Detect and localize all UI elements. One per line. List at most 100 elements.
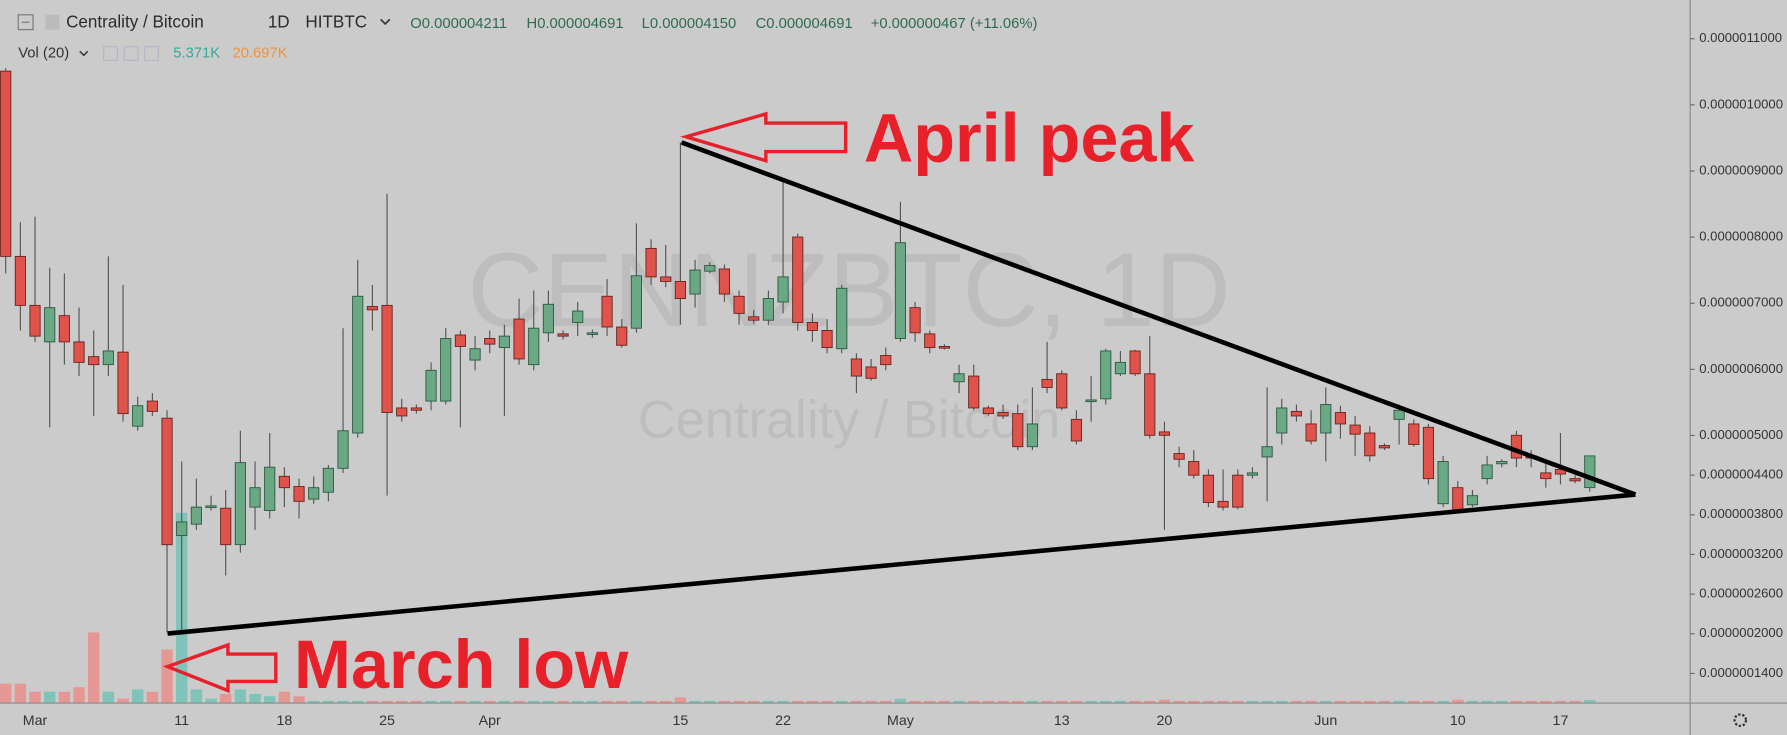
candle-body [821, 329, 833, 349]
candle-body [1437, 461, 1449, 505]
candle-body [1408, 423, 1420, 445]
volume-bar [718, 700, 731, 704]
candle-body [1378, 445, 1391, 449]
candle-body [601, 295, 613, 328]
volume-bar [117, 698, 129, 704]
x-tick-label: 10 [1450, 713, 1466, 729]
symbol[interactable]: Centrality / Bitcoin [66, 12, 204, 31]
volume-bar [733, 700, 745, 704]
volume-bar [938, 700, 951, 704]
candle-body [1466, 495, 1479, 506]
volume-bar [1173, 700, 1185, 704]
candle-body [73, 341, 85, 363]
y-tick-label: 0.0000003800 [1699, 506, 1783, 521]
x-tick-label: Jun [1314, 713, 1337, 729]
volume-bar [410, 700, 423, 704]
volume-bar [1041, 700, 1053, 704]
dropdown-icon[interactable] [380, 18, 391, 26]
volume-bar [953, 700, 965, 704]
candle-body [865, 366, 877, 379]
volume-bar [660, 700, 672, 704]
annotation: April peak [864, 101, 1196, 177]
icon[interactable] [144, 46, 159, 61]
volume-bar [616, 700, 628, 704]
volume-bar [542, 700, 555, 704]
candle-body [894, 242, 907, 339]
volume-bar [1056, 700, 1068, 704]
volume-bar [880, 700, 892, 704]
candle-body [909, 307, 921, 334]
volume-bar [1349, 700, 1361, 704]
candle-body [1144, 373, 1156, 436]
candle-body [1569, 478, 1581, 482]
exchange[interactable]: HITBTC [305, 12, 367, 31]
volume-bar [469, 700, 481, 704]
candle-body [58, 315, 70, 343]
volume-bar [337, 700, 349, 704]
candle-body [1554, 469, 1567, 475]
candle-body [381, 304, 393, 413]
candle-body [792, 236, 804, 323]
candle-body [982, 407, 995, 415]
volume-bar [205, 698, 217, 704]
volume-bar [234, 689, 247, 704]
arrow [679, 111, 848, 163]
candle-body [557, 333, 569, 337]
candle-body [1540, 472, 1552, 480]
volume-bar [689, 700, 701, 704]
candle-body [1393, 409, 1405, 420]
volume-bar [366, 700, 379, 704]
volume-bar [1100, 700, 1112, 704]
icon[interactable] [103, 46, 118, 61]
watermark-name: Centrality / Bitcoin [638, 392, 1060, 450]
volume-bar [1276, 700, 1288, 704]
x-tick-label: 15 [672, 713, 688, 729]
volume-bar [704, 700, 716, 704]
volume-bar [0, 683, 12, 704]
candle-body [220, 507, 232, 546]
volume-bar [586, 700, 599, 704]
volume-bar [1217, 700, 1229, 704]
volume-bar [1378, 700, 1391, 704]
x-tick-label: 18 [276, 713, 292, 729]
candle-body [1188, 461, 1200, 476]
volume-legend[interactable]: Vol (20) [18, 45, 69, 61]
candle-body [674, 281, 686, 299]
candle-body [1070, 418, 1083, 442]
volume-bar [322, 700, 335, 704]
settings-icon[interactable] [1733, 713, 1748, 728]
volume-bar [968, 700, 980, 704]
x-tick-label: 20 [1157, 713, 1173, 729]
candle-body [1246, 472, 1259, 476]
candle-body [410, 407, 422, 411]
collapse-button[interactable] [17, 14, 34, 31]
volume-bar [997, 700, 1009, 704]
x-tick-label: 25 [379, 713, 395, 729]
volume-bar [909, 700, 921, 704]
candle-body [1085, 399, 1097, 403]
y-tick-label: 0.0000009000 [1699, 162, 1783, 177]
x-tick-label: 17 [1553, 713, 1569, 729]
ohlc-change: +0.000000467 (+11.06%) [871, 16, 1038, 32]
volume-bar [132, 689, 144, 704]
volume-bar [1202, 700, 1215, 704]
volume-bar [982, 700, 995, 704]
volume-bar [264, 696, 276, 704]
dropdown-icon[interactable] [79, 50, 89, 57]
interval[interactable]: 1D [268, 12, 290, 31]
volume-bar [58, 691, 71, 704]
volume-bar [1569, 700, 1581, 704]
candle-body [997, 412, 1009, 417]
volume-bar [1158, 699, 1171, 704]
y-tick-label: 0.0000003200 [1699, 546, 1783, 561]
candle-body [161, 417, 173, 546]
y-tick-label: 0.0000002000 [1699, 625, 1783, 640]
volume-bar [528, 700, 540, 704]
volume-bar [1525, 700, 1537, 704]
volume-bar [806, 700, 819, 704]
volume-bar [1305, 700, 1317, 704]
arrow [162, 642, 278, 694]
icon[interactable] [123, 46, 139, 61]
volume-bar [73, 687, 85, 704]
